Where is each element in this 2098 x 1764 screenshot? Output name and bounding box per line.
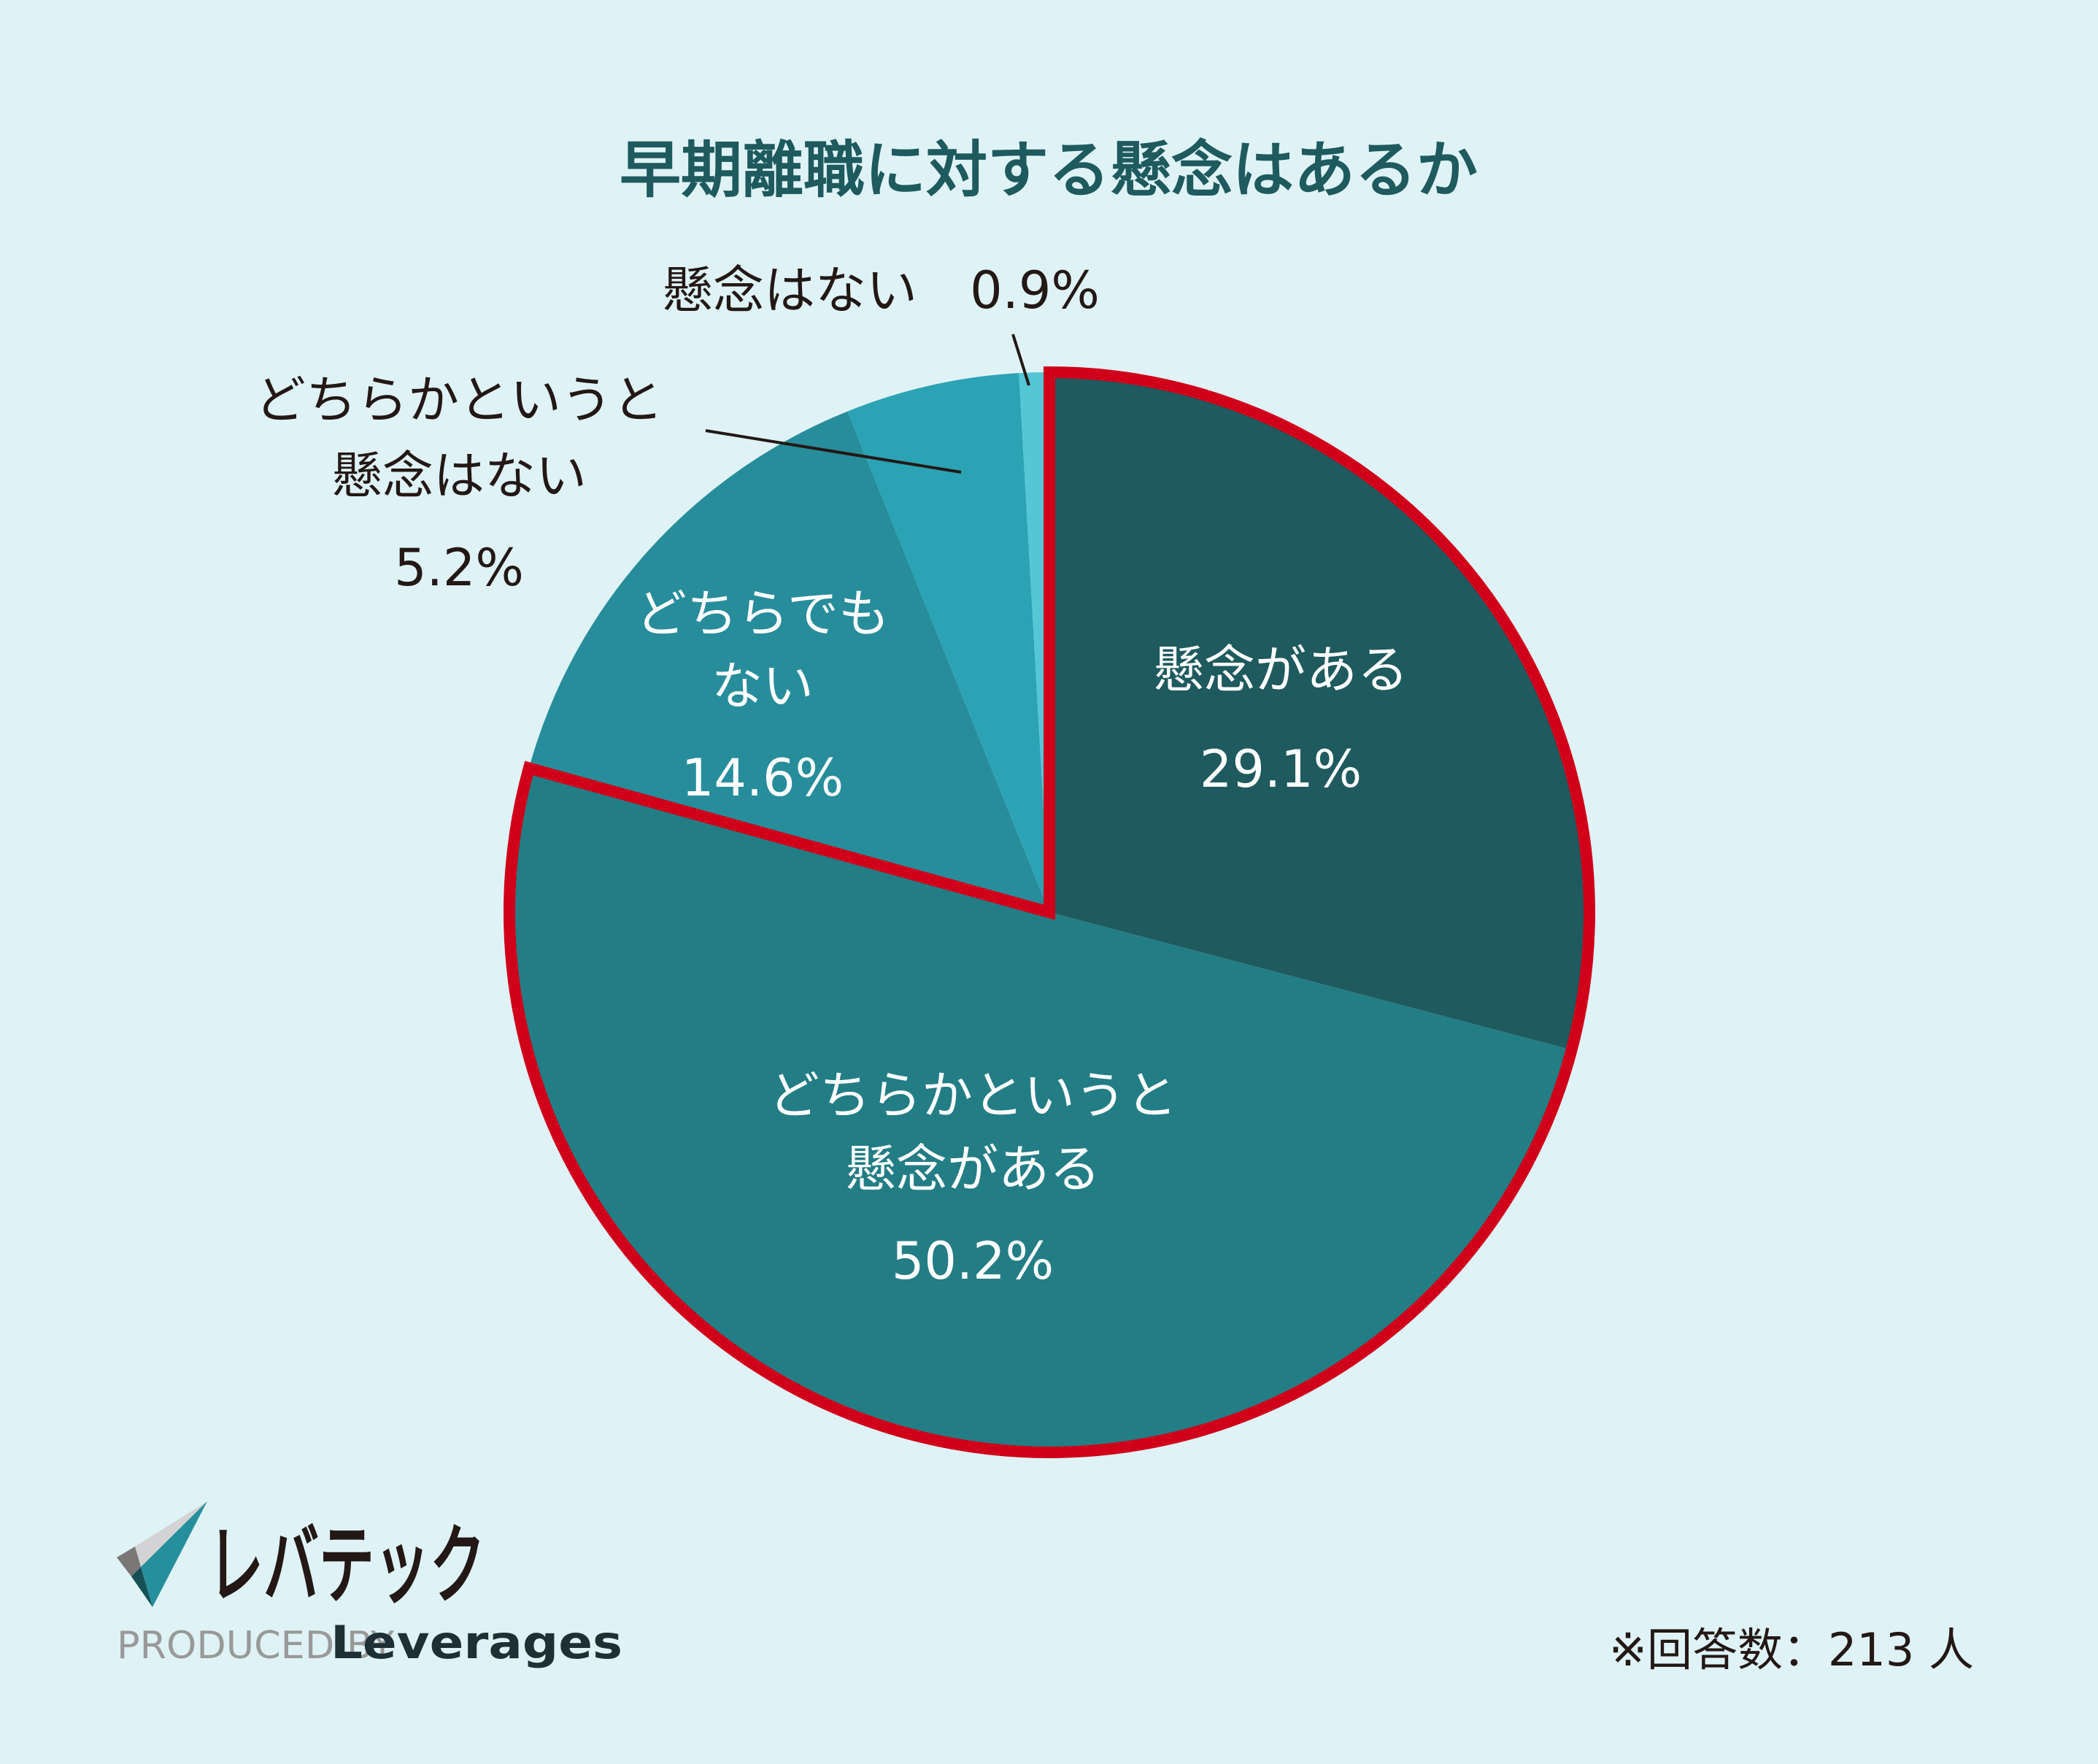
- logo-mark-light: [135, 1501, 207, 1567]
- slice-label-4: 懸念はない: [662, 261, 917, 320]
- slice-label-0: 懸念がある: [1153, 640, 1408, 700]
- company-name: Leverages: [331, 1616, 622, 1669]
- pie-slice-4: [1019, 372, 1049, 912]
- logo-mark-gray: [117, 1547, 141, 1576]
- slice-value-0: 29.1%: [1200, 739, 1362, 799]
- slice-label-2-line1: どちらでも: [636, 584, 890, 644]
- logo-wordmark: レバテック: [208, 1515, 485, 1616]
- slice-value-1: 50.2%: [892, 1231, 1054, 1291]
- highlight-outline: [504, 366, 1595, 1458]
- slice-label-1-line1: どちらかというと: [768, 1066, 1177, 1125]
- slice-value-2: 14.6%: [682, 748, 844, 808]
- slice-label-3-line2: 懸念はない: [331, 446, 587, 506]
- pie-slice-0: [1049, 372, 1589, 1050]
- leader-line-4: [1011, 334, 1030, 386]
- chart-title: 早期離職に対する懸念はあるか: [620, 134, 1478, 206]
- logo-mark-dark: [131, 1567, 153, 1607]
- slice-label-3-line1: どちらかというと: [255, 370, 663, 430]
- pie-slices: [509, 372, 1589, 1452]
- slice-label-1-line2: 懸念がある: [845, 1139, 1100, 1199]
- pie-slice-2: [528, 411, 1049, 912]
- leader-line-3: [705, 429, 962, 474]
- footnote-respondents: ※回答数：213 人: [1609, 1623, 1974, 1676]
- produced-by-text: PRODUCED BY: [117, 1624, 394, 1668]
- pie-slice-1: [509, 768, 1572, 1452]
- slice-value-4: 0.9%: [970, 261, 1100, 320]
- slice-value-3: 5.2%: [394, 538, 524, 598]
- levtech-logo: レバテック PRODUCED BY Leverages: [117, 1501, 622, 1669]
- pie-slice-3: [847, 373, 1049, 912]
- logo-mark-teal: [141, 1501, 207, 1607]
- slice-label-2-line2: ない: [711, 656, 814, 716]
